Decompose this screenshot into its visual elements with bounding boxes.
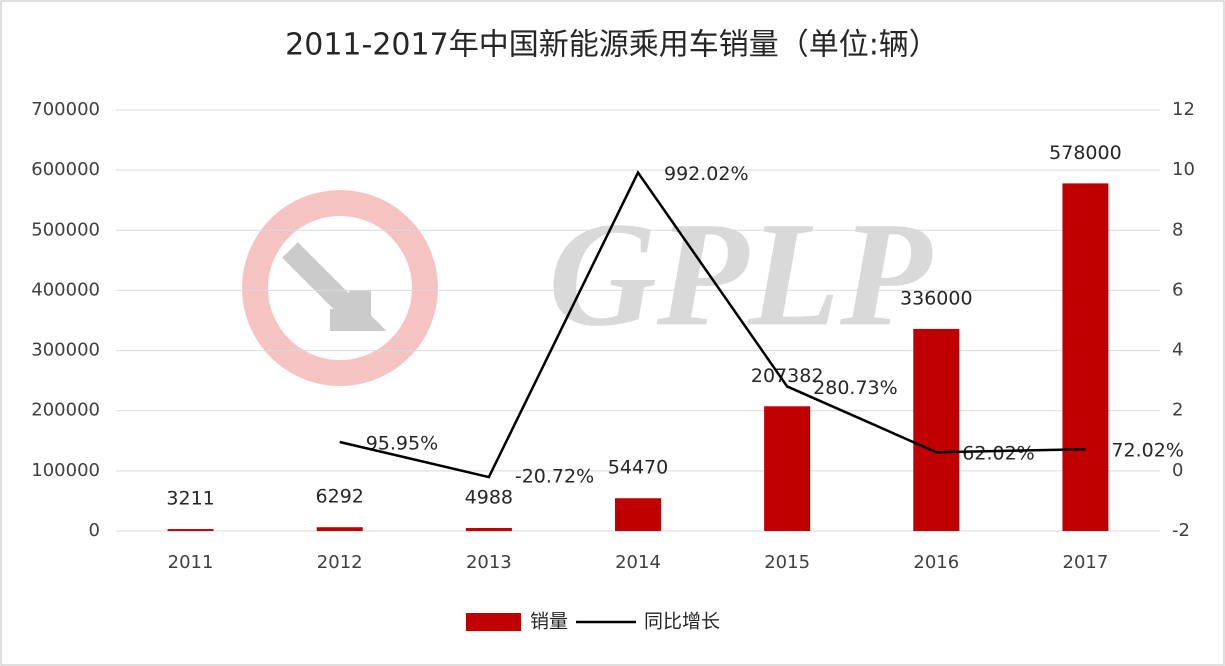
y2-tick-label: 6 (1172, 279, 1183, 300)
bar-value-label: 3211 (166, 488, 214, 510)
x-tick-label: 2016 (913, 552, 959, 573)
y2-tick-label: 2 (1172, 400, 1183, 421)
x-tick-label: 2013 (466, 552, 512, 573)
x-tick-label: 2011 (168, 552, 214, 573)
x-tick-label: 2012 (317, 552, 363, 573)
bar-value-label: 207382 (751, 365, 824, 387)
bar-value-label: 578000 (1049, 142, 1122, 164)
y2-tick-label: 4 (1172, 340, 1183, 361)
x-tick-label: 2015 (764, 552, 810, 573)
y2-tick-label: 8 (1172, 219, 1183, 240)
bar (465, 528, 512, 531)
y-tick-label: 500000 (31, 219, 100, 240)
bar-value-label: 336000 (900, 287, 973, 309)
y2-tick-label: 10 (1172, 159, 1195, 180)
line-value-label: 280.73% (813, 377, 898, 399)
y-tick-label: 400000 (31, 279, 100, 300)
bar (615, 498, 661, 531)
watermark: GPLP (548, 191, 933, 357)
watermark-logo (242, 190, 438, 386)
x-tick-label: 2017 (1063, 552, 1109, 573)
line-value-label: 992.02% (664, 163, 749, 185)
bar-value-label: 4988 (465, 487, 513, 509)
y2-tick-label: 12 (1172, 99, 1195, 120)
y2-tick-label: -2 (1172, 520, 1190, 541)
bar (316, 527, 363, 531)
line (339, 170, 1086, 479)
legend-label: 同比增长 (644, 611, 720, 633)
legend-label: 销量 (530, 611, 568, 633)
bar-value-label: 6292 (316, 486, 364, 508)
bar (764, 406, 811, 531)
y-tick-label: 700000 (31, 99, 100, 120)
x-tick-label: 2014 (615, 552, 661, 573)
y-tick-label: 200000 (31, 400, 100, 421)
bar (913, 328, 960, 531)
bar (1062, 183, 1109, 532)
line-value-label: 62.02% (962, 443, 1034, 465)
y-tick-label: 600000 (31, 159, 100, 180)
y-tick-label: 100000 (31, 460, 100, 481)
legend-swatch (466, 613, 521, 631)
y-tick-label: 0 (89, 520, 100, 541)
line-value-label: 95.95% (366, 433, 438, 455)
y2-tick-label: 0 (1172, 460, 1183, 481)
line-value-label: -20.72% (515, 466, 594, 488)
y-tick-label: 300000 (31, 340, 100, 361)
chart-title: 2011-2017年中国新能源乘用车销量（单位:辆） (285, 28, 939, 63)
bar (167, 529, 214, 531)
line-value-label: 72.02% (1111, 440, 1183, 462)
bar-value-label: 54470 (608, 457, 668, 479)
